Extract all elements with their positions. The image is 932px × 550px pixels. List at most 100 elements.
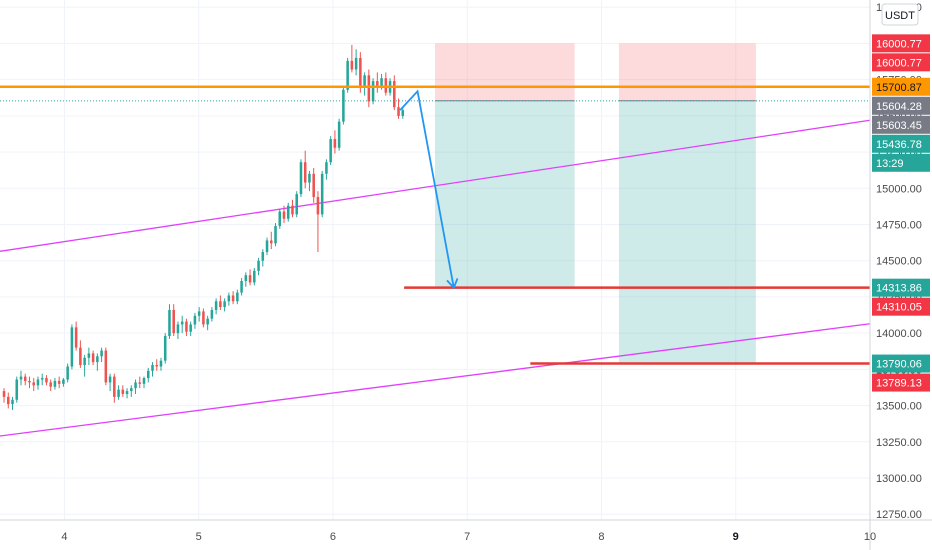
candle-body bbox=[11, 399, 14, 405]
candle-body bbox=[202, 311, 205, 325]
candle-body bbox=[342, 89, 345, 122]
candle-body bbox=[197, 311, 201, 316]
horizontal-lines bbox=[0, 85, 870, 365]
candle-body bbox=[231, 295, 235, 302]
currency-button[interactable]: USDT bbox=[881, 3, 919, 26]
price-tag-label: 15700.87 bbox=[876, 82, 922, 94]
price-tag-bg bbox=[872, 153, 930, 172]
candle-body bbox=[108, 376, 112, 383]
candle-body bbox=[28, 380, 31, 383]
candle-body bbox=[163, 336, 167, 361]
candle-body bbox=[40, 378, 44, 380]
candle-body bbox=[49, 382, 52, 387]
candle-body bbox=[337, 121, 341, 148]
candle-body bbox=[172, 309, 175, 334]
y-tick-label: 15000.00 bbox=[876, 183, 922, 195]
price-tag-bg bbox=[872, 115, 930, 134]
candle-body bbox=[236, 292, 239, 302]
candle-body bbox=[244, 275, 248, 282]
y-tick-label: 14500.00 bbox=[876, 256, 922, 268]
candle-body bbox=[100, 350, 103, 357]
candle-body bbox=[117, 389, 120, 397]
x-tick-label: 6 bbox=[330, 531, 336, 543]
candle-body bbox=[159, 360, 163, 367]
candle-body bbox=[253, 270, 256, 283]
candle-body bbox=[2, 391, 6, 397]
x-tick-label: 5 bbox=[196, 531, 202, 543]
candle-body bbox=[363, 75, 366, 87]
candle-body bbox=[261, 252, 265, 261]
candle-body bbox=[66, 366, 69, 380]
candle-body bbox=[70, 327, 74, 367]
candle-body bbox=[359, 57, 362, 87]
price-tags: 16000.77 16000.77 15700.87 15604.28 15603.45… bbox=[872, 34, 930, 392]
x-tick-label: 9 bbox=[733, 531, 739, 543]
candle-body bbox=[146, 370, 150, 379]
candle-body bbox=[91, 353, 95, 363]
candle-body bbox=[376, 81, 379, 87]
candle-body bbox=[325, 162, 328, 174]
candle-body bbox=[350, 60, 354, 70]
price-tag-label: 15604.28 bbox=[876, 101, 922, 113]
price-tag-bg bbox=[872, 373, 930, 392]
lower-channel bbox=[0, 323, 871, 437]
candlesticks bbox=[2, 44, 405, 410]
y-tick-label: 14000.00 bbox=[876, 328, 922, 340]
candle-body bbox=[312, 173, 315, 197]
candle-body bbox=[74, 327, 78, 348]
candle-body bbox=[329, 139, 332, 163]
projection-arrow bbox=[399, 89, 459, 290]
candle-body bbox=[397, 107, 400, 116]
price-tag-label: 13789.13 bbox=[876, 378, 922, 390]
candle-body bbox=[265, 240, 269, 253]
candle-body bbox=[354, 57, 358, 70]
price-tag-bg bbox=[872, 297, 930, 316]
candle-body bbox=[308, 173, 311, 183]
candle-body bbox=[274, 225, 277, 244]
price-tag-bg bbox=[872, 354, 930, 373]
x-tick-label: 7 bbox=[464, 531, 470, 543]
price-tag-label: 14310.05 bbox=[876, 302, 922, 314]
candle-body bbox=[23, 376, 27, 381]
candle-body bbox=[6, 396, 10, 405]
candle-body bbox=[121, 389, 125, 394]
candle-body bbox=[32, 382, 35, 386]
candle-body bbox=[371, 81, 375, 102]
candle-body bbox=[303, 162, 307, 183]
y-tick-label: 13250.00 bbox=[876, 437, 922, 449]
price-tag-bg bbox=[872, 77, 930, 96]
short-position-1-risk-zone bbox=[435, 43, 575, 101]
candle-body bbox=[270, 240, 273, 244]
y-tick-label: 14750.00 bbox=[876, 220, 922, 232]
candle-body bbox=[210, 309, 214, 319]
candle-body bbox=[295, 194, 298, 215]
candle-body bbox=[223, 301, 226, 308]
candle-body bbox=[168, 309, 171, 337]
candle-body bbox=[206, 318, 209, 325]
candle-body bbox=[240, 281, 243, 293]
price-tag-label: 15603.45 bbox=[876, 120, 922, 132]
price-tag-bg bbox=[872, 53, 930, 72]
candle-body bbox=[320, 173, 324, 215]
candle-body bbox=[138, 382, 142, 384]
candle-body bbox=[248, 275, 252, 283]
candle-body bbox=[227, 295, 231, 302]
candle-body bbox=[176, 324, 180, 334]
candle-body bbox=[180, 321, 184, 325]
projection-path bbox=[399, 89, 455, 288]
candle-body bbox=[53, 380, 57, 387]
price-tag-label: 16000.77 bbox=[876, 57, 922, 69]
position-zones bbox=[435, 43, 756, 364]
candle-body bbox=[19, 376, 23, 380]
candle-body bbox=[367, 75, 371, 102]
projection-arrowhead bbox=[446, 278, 459, 290]
candle-body bbox=[214, 301, 218, 310]
candle-body bbox=[346, 60, 349, 90]
candle-body bbox=[87, 353, 91, 358]
candle-body bbox=[113, 376, 116, 397]
price-tag-label: 16000.77 bbox=[876, 38, 922, 50]
short-position-1-reward-zone bbox=[435, 100, 575, 288]
candle-body bbox=[96, 356, 99, 363]
candle-body bbox=[401, 110, 405, 116]
